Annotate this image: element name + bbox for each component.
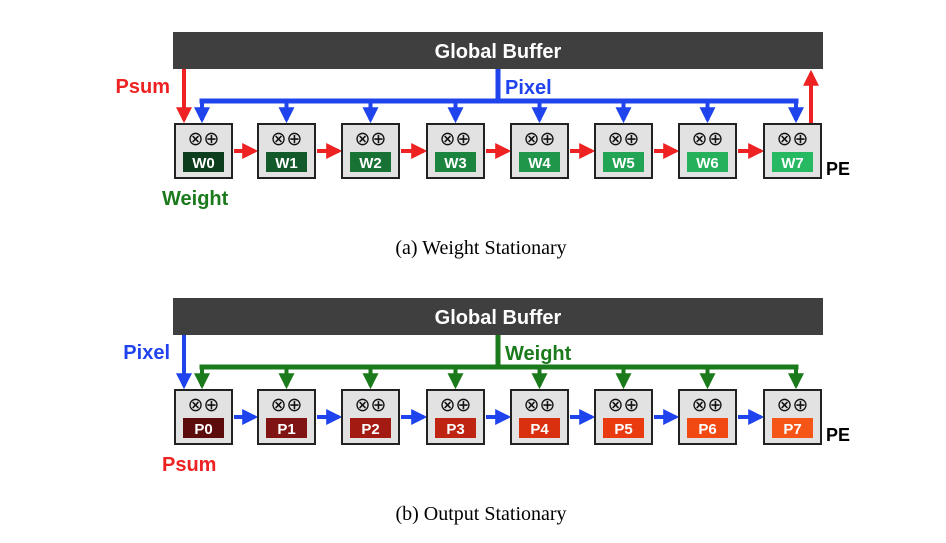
mul-add-icon: ⊗⊕ <box>355 129 387 150</box>
pe-cell: ⊗⊕ P1 <box>257 389 316 445</box>
pe-register-label: W1 <box>275 155 298 172</box>
mul-add-icon: ⊗⊕ <box>271 395 303 416</box>
pe-cell: ⊗⊕ W7 <box>763 123 822 179</box>
pe-register-box <box>435 418 476 438</box>
pe-cell: ⊗⊕ W4 <box>510 123 569 179</box>
global-buffer-label: Global Buffer <box>435 307 562 329</box>
mul-add-icon: ⊗⊕ <box>777 395 809 416</box>
pe-register-box <box>183 152 224 172</box>
pe-cell: ⊗⊕ W2 <box>341 123 400 179</box>
pe-cell: ⊗⊕ P2 <box>341 389 400 445</box>
pe-register-label: P3 <box>446 421 464 438</box>
mul-add-icon: ⊗⊕ <box>608 395 640 416</box>
pe-cell: ⊗⊕ P5 <box>594 389 653 445</box>
global-buffer-bar <box>173 298 823 335</box>
left-input-label: Psum <box>116 76 170 98</box>
pe-register-label: W4 <box>528 155 551 172</box>
mul-add-icon: ⊗⊕ <box>524 129 556 150</box>
pe-cell: ⊗⊕ W6 <box>678 123 737 179</box>
mul-add-icon: ⊗⊕ <box>608 129 640 150</box>
pe-register-box <box>603 418 644 438</box>
pe-register-box <box>519 418 560 438</box>
pe-register-label: P5 <box>614 421 632 438</box>
pe-cell: ⊗⊕ W3 <box>426 123 485 179</box>
left-input-label: Pixel <box>123 342 170 364</box>
pe-register-label: P1 <box>277 421 295 438</box>
pe-cell: ⊗⊕ P4 <box>510 389 569 445</box>
mul-add-icon: ⊗⊕ <box>188 129 220 150</box>
broadcast-label: Pixel <box>505 77 552 99</box>
pe-register-box <box>183 418 224 438</box>
panel-weight-stationary: Global BufferPixelPsum⊗⊕W0⊗⊕W1⊗⊕W2⊗⊕W3⊗⊕… <box>116 32 850 259</box>
panel-output-stationary: Global Buffer Weight Pixel ⊗⊕ P0 ⊗⊕ P1 ⊗⊕ P2 ⊗⊕ P3… <box>123 298 850 525</box>
pe-register-box <box>687 152 728 172</box>
mul-add-icon: ⊗⊕ <box>355 395 387 416</box>
pe-label: PE <box>826 159 850 179</box>
mul-add-icon: ⊗⊕ <box>524 395 556 416</box>
pe-cell: ⊗⊕ P6 <box>678 389 737 445</box>
broadcast-label: Weight <box>505 343 572 365</box>
pe-register-label: P2 <box>361 421 379 438</box>
pe-register-box <box>687 418 728 438</box>
pe-register-box <box>350 152 391 172</box>
mul-add-icon: ⊗⊕ <box>777 129 809 150</box>
pe-register-label: W0 <box>192 155 215 172</box>
pe-label: PE <box>826 425 850 445</box>
pe-register-label: W5 <box>612 155 635 172</box>
pe-register-box <box>772 152 813 172</box>
mul-add-icon: ⊗⊕ <box>188 395 220 416</box>
under-label: Psum <box>162 454 216 476</box>
pe-cell: ⊗⊕ P7 <box>763 389 822 445</box>
pe-register-box <box>350 418 391 438</box>
pe-cell: ⊗⊕ P3 <box>426 389 485 445</box>
pe-register-box <box>435 152 476 172</box>
pe-cell: ⊗⊕ W0 <box>174 123 233 179</box>
pe-register-box <box>266 418 307 438</box>
pe-register-label: W3 <box>444 155 467 172</box>
pe-register-box <box>519 152 560 172</box>
mul-add-icon: ⊗⊕ <box>692 395 724 416</box>
mul-add-icon: ⊗⊕ <box>440 129 472 150</box>
global-buffer-label: Global Buffer <box>435 41 562 63</box>
pe-register-label: W6 <box>696 155 719 172</box>
pe-cell: ⊗⊕ W1 <box>257 123 316 179</box>
pe-register-box <box>603 152 644 172</box>
panel-caption: (b) Output Stationary <box>395 503 566 525</box>
pe-register-label: P4 <box>530 421 549 438</box>
global-buffer-bar <box>173 32 823 69</box>
pe-register-label: P7 <box>783 421 801 438</box>
pe-cell: ⊗⊕ W5 <box>594 123 653 179</box>
pe-register-label: P6 <box>698 421 716 438</box>
mul-add-icon: ⊗⊕ <box>440 395 472 416</box>
pe-register-label: W7 <box>781 155 804 172</box>
pe-register-label: P0 <box>194 421 212 438</box>
under-label: Weight <box>162 188 229 210</box>
pe-register-label: W2 <box>359 155 382 172</box>
pe-register-box <box>772 418 813 438</box>
pe-cell: ⊗⊕ P0 <box>174 389 233 445</box>
pe-register-box <box>266 152 307 172</box>
panel-caption: (a) Weight Stationary <box>395 237 566 259</box>
mul-add-icon: ⊗⊕ <box>271 129 303 150</box>
mul-add-icon: ⊗⊕ <box>692 129 724 150</box>
